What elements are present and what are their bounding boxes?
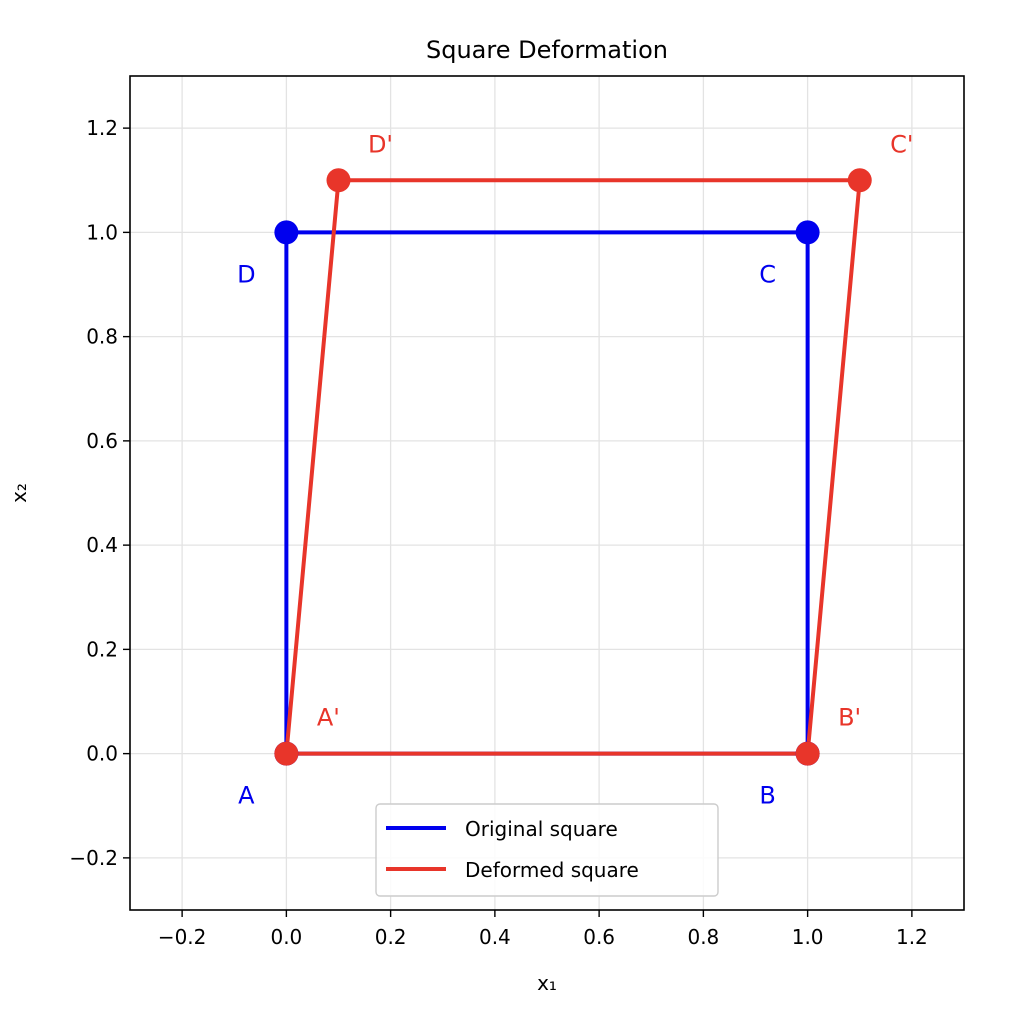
legend-label-original: Original square	[465, 817, 618, 841]
y-tick-label: 0.0	[86, 742, 118, 766]
legend-box	[375, 803, 719, 897]
x-tick-label: 0.0	[270, 925, 302, 949]
y-axis-ticks: −0.2 0.0 0.2 0.4 0.6 0.8 1.0 1.2	[69, 116, 130, 870]
point-marker	[847, 168, 872, 193]
point-label: B'	[838, 704, 861, 732]
point-label: C	[759, 260, 776, 288]
x-tick-label: 0.8	[687, 925, 719, 949]
x-axis-ticks: −0.2 0.0 0.2 0.4 0.6 0.8 1.0 1.2	[158, 910, 928, 949]
point-marker	[274, 741, 299, 766]
point-label: B	[759, 782, 775, 810]
x-tick-label: 0.6	[583, 925, 615, 949]
x-tick-label: 0.4	[479, 925, 511, 949]
legend: Original square Deformed square	[375, 803, 719, 897]
series-markers	[274, 168, 872, 766]
point-labels: A B C D A' B' C' D'	[237, 130, 913, 809]
point-marker	[274, 220, 299, 245]
x-tick-label: 1.0	[792, 925, 824, 949]
y-tick-label: 0.6	[86, 429, 118, 453]
point-label: D	[237, 260, 255, 288]
point-marker	[795, 741, 820, 766]
plot-frame	[129, 75, 965, 911]
y-tick-label: 1.2	[86, 116, 118, 140]
point-label: D'	[368, 130, 393, 158]
x-tick-label: −0.2	[158, 925, 207, 949]
x-tick-label: 0.2	[375, 925, 407, 949]
y-tick-label: 1.0	[86, 220, 118, 244]
y-tick-label: −0.2	[69, 846, 118, 870]
point-marker	[795, 220, 820, 245]
point-label: C'	[890, 130, 913, 158]
legend-label-deformed: Deformed square	[465, 858, 639, 882]
chart-title: Square Deformation	[426, 36, 668, 64]
y-tick-label: 0.4	[86, 533, 118, 557]
x-axis-label: x₁	[537, 971, 557, 995]
point-label: A'	[317, 704, 340, 732]
x-tick-label: 1.2	[896, 925, 928, 949]
y-tick-label: 0.8	[86, 325, 118, 349]
y-tick-label: 0.2	[86, 637, 118, 661]
point-label: A	[238, 782, 255, 810]
y-axis-label: x₂	[7, 483, 31, 503]
point-marker	[326, 168, 351, 193]
